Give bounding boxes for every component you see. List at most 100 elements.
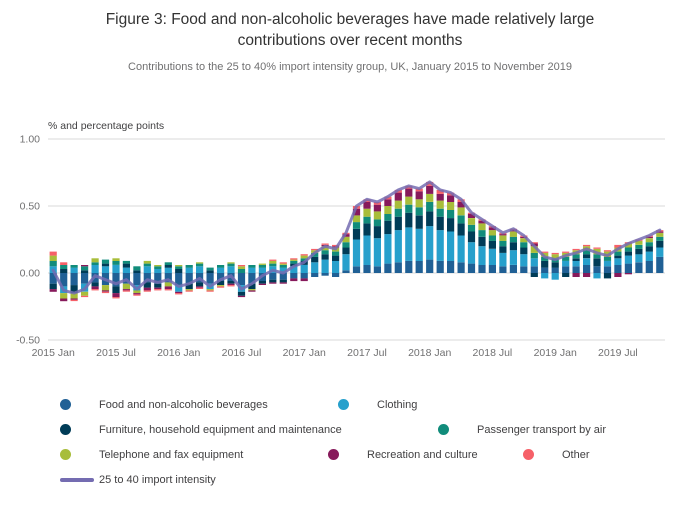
bar-segment: [384, 263, 392, 273]
legend-row: Food and non-alcoholic beverages Clothing: [60, 399, 700, 411]
bar-segment: [467, 217, 476, 225]
bar-segment: [332, 260, 340, 273]
bar-segment: [269, 282, 277, 284]
bar-segment: [645, 260, 653, 273]
bar-segment: [384, 205, 392, 214]
bar-segment: [164, 264, 172, 268]
bar-segment: [373, 266, 381, 273]
bar-segment: [164, 286, 172, 289]
bar-segment: [321, 272, 329, 276]
chart-title: Figure 3: Food and non-alcoholic beverag…: [105, 11, 595, 49]
bar-segment: [488, 248, 496, 265]
bar-segment: [342, 247, 350, 255]
bar-segment: [551, 252, 559, 255]
bar-segment: [530, 252, 538, 259]
bar-segment: [478, 220, 486, 224]
bar-segment: [583, 244, 591, 247]
bar-segment: [122, 263, 130, 268]
bar-segment: [457, 215, 465, 224]
bar-segment: [269, 272, 277, 280]
bar-segment: [645, 236, 653, 238]
bar-segment: [572, 266, 580, 273]
bar-segment: [583, 272, 591, 277]
bar-segment: [436, 229, 444, 261]
bar-segment: [520, 254, 528, 267]
bar-segment: [248, 288, 256, 291]
bar-segment: [133, 266, 141, 271]
bar-segment: [593, 247, 601, 249]
bar-segment: [342, 270, 350, 273]
bar-segment: [196, 263, 204, 267]
bar-segment: [332, 244, 340, 247]
bar-segment: [426, 193, 434, 202]
legend-swatch-icon: [60, 399, 71, 411]
legend-row: Furniture, household equipment and maint…: [60, 424, 700, 436]
y-tick-label: -0.50: [16, 334, 40, 346]
bar-segment: [509, 250, 517, 265]
bar-segment: [499, 252, 507, 267]
bar-segment: [645, 251, 653, 261]
bar-segment: [227, 263, 235, 267]
bar-segment: [332, 251, 340, 256]
bar-segment: [227, 280, 235, 284]
bar-segment: [164, 262, 172, 265]
bar-segment: [405, 212, 413, 228]
bar-segment: [373, 238, 381, 267]
y-tick-label: 0.00: [20, 267, 41, 279]
bar-segment: [122, 290, 130, 292]
bar-segment: [509, 229, 517, 232]
bar-segment: [112, 296, 120, 299]
bar-segment: [175, 284, 183, 292]
bar-segment: [541, 272, 549, 279]
bar-segment: [426, 211, 434, 226]
bar-segment: [91, 264, 99, 273]
bar-segment: [185, 272, 193, 284]
legend-swatch-icon: [438, 424, 449, 436]
legend-swatch-icon: [328, 449, 339, 461]
bar-segment: [237, 264, 246, 267]
bar-segment: [164, 272, 172, 283]
legend-swatch-icon: [60, 449, 71, 461]
bar-segment: [91, 258, 99, 263]
bar-segment: [248, 290, 256, 292]
bar-segment: [415, 207, 423, 216]
bar-segment: [562, 251, 570, 253]
bar-segment: [60, 292, 68, 299]
bar-segment: [583, 264, 591, 273]
bar-segment: [530, 266, 538, 273]
legend-label: Passenger transport by air: [477, 423, 607, 436]
bar-segment: [196, 286, 204, 288]
bar-segment: [311, 256, 319, 263]
bar-segment: [227, 262, 235, 264]
bar-segment: [248, 267, 256, 273]
bar-segment: [426, 259, 434, 273]
bar-segment: [122, 260, 130, 264]
bar-segment: [352, 221, 361, 229]
bar-segment: [300, 272, 308, 279]
bar-segment: [258, 264, 266, 268]
bar-segment: [143, 266, 151, 273]
bar-segment: [645, 242, 653, 247]
bar-segment: [143, 260, 151, 264]
y-axis-unit-label: % and percentage points: [48, 120, 164, 132]
bar-segment: [81, 270, 89, 273]
bar-segment: [394, 208, 402, 217]
bar-segment: [603, 256, 612, 261]
legend-item-series-0: Food and non-alcoholic beverages: [60, 399, 338, 411]
bar-segment: [488, 227, 496, 230]
bar-segment: [300, 258, 308, 261]
bar-segment: [624, 272, 632, 275]
bar-segment: [321, 254, 329, 260]
bar-segment: [217, 267, 225, 273]
bar-segment: [217, 272, 225, 281]
bar-segment: [551, 272, 559, 280]
bar-segment: [656, 247, 664, 257]
bar-segment: [541, 267, 549, 273]
figure-3-chart-panel: Figure 3: Food and non-alcoholic beverag…: [0, 10, 700, 512]
bar-segment: [541, 251, 549, 253]
bar-segment: [248, 283, 256, 289]
legend-item-series-3: Passenger transport by air: [438, 424, 606, 436]
bar-segment: [572, 272, 580, 277]
bar-segment: [164, 288, 172, 291]
bar-segment: [478, 229, 486, 237]
